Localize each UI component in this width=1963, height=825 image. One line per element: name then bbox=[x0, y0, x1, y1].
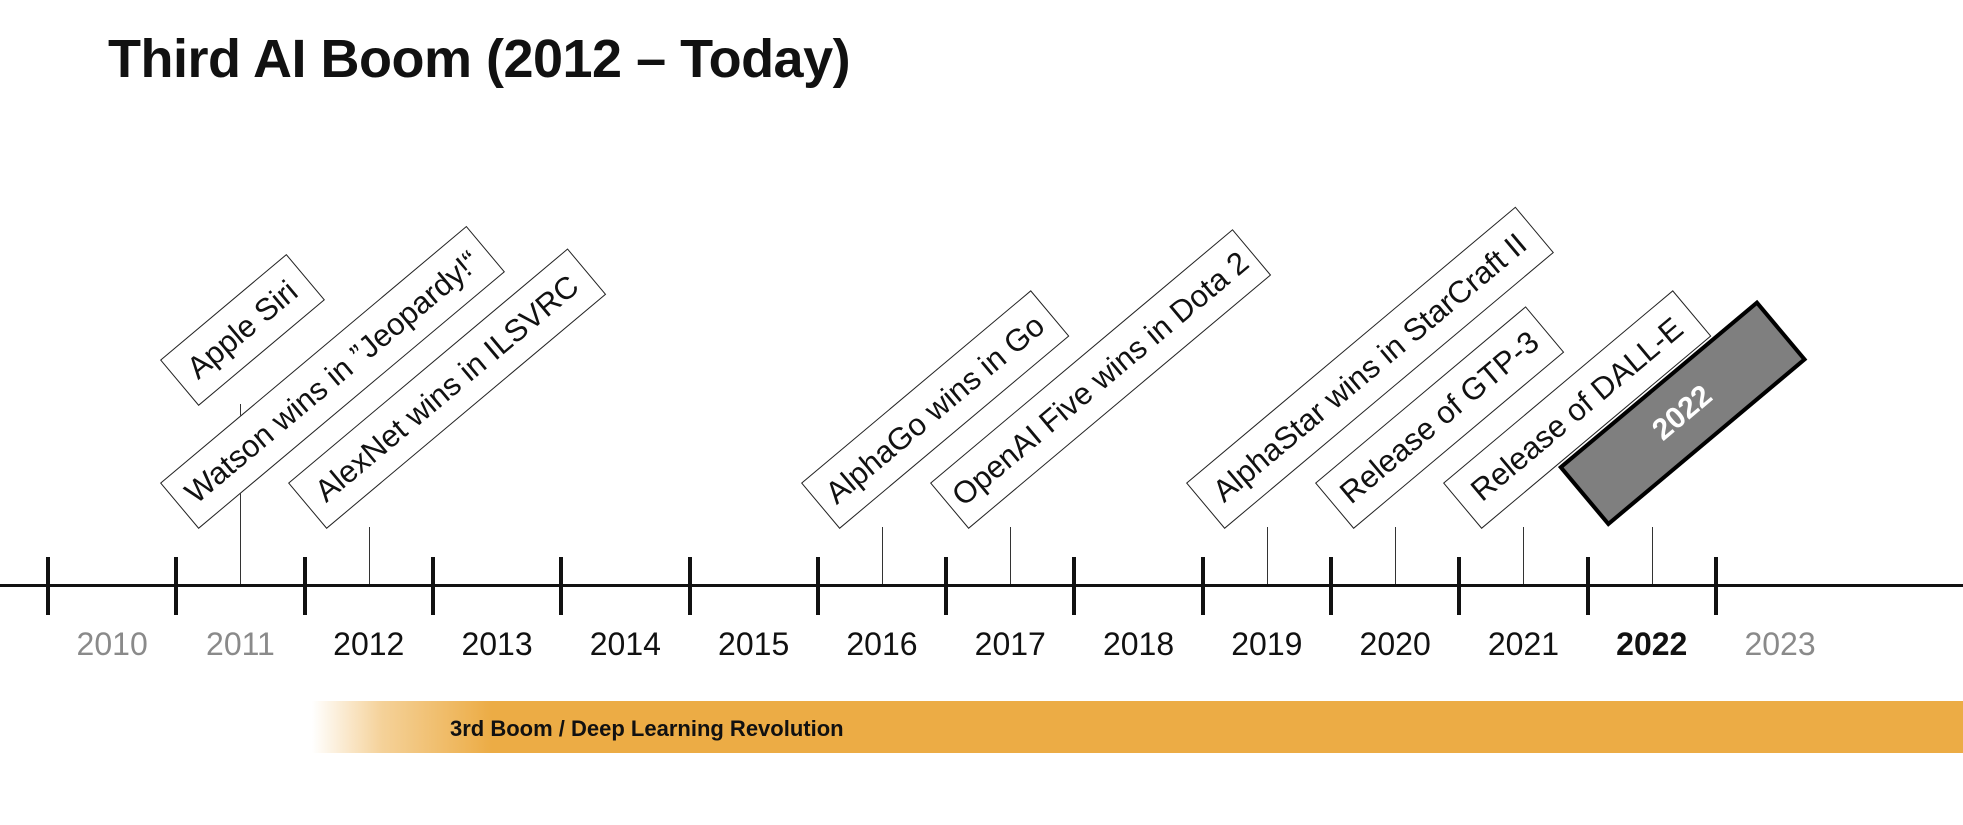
timeline-tick bbox=[46, 557, 50, 615]
timeline-tick bbox=[559, 557, 564, 615]
year-label-2022: 2022 bbox=[1616, 626, 1688, 662]
event-connector bbox=[881, 527, 883, 584]
timeline-tick bbox=[430, 557, 435, 615]
era-band-label: 3rd Boom / Deep Learning Revolution bbox=[450, 716, 844, 741]
timeline-tick bbox=[1713, 557, 1718, 615]
year-label-2014: 2014 bbox=[589, 626, 661, 662]
year-label-2010: 2010 bbox=[76, 626, 148, 662]
year-label-2018: 2018 bbox=[1102, 626, 1175, 662]
page-title: Third AI Boom (2012 – Today) bbox=[108, 29, 851, 89]
timeline-tick bbox=[1200, 557, 1205, 615]
timeline-tick bbox=[302, 557, 307, 615]
year-label-2012: 2012 bbox=[333, 626, 405, 662]
event-connector bbox=[368, 527, 370, 584]
timeline-tick bbox=[944, 557, 949, 615]
event-connector bbox=[240, 404, 242, 584]
year-label-2021: 2021 bbox=[1487, 626, 1560, 662]
event-connector bbox=[1395, 527, 1397, 584]
timeline-axis bbox=[0, 584, 1963, 587]
year-label-2019: 2019 bbox=[1231, 626, 1303, 662]
event-connector bbox=[1266, 527, 1268, 584]
era-band bbox=[312, 701, 1963, 753]
current-year-connector bbox=[1651, 527, 1653, 584]
year-label-2016: 2016 bbox=[846, 626, 918, 662]
year-label-2020: 2020 bbox=[1359, 626, 1431, 662]
timeline-tick bbox=[687, 557, 692, 615]
timeline-tick bbox=[1072, 557, 1077, 615]
year-label-2017: 2017 bbox=[974, 626, 1046, 662]
year-label-2015: 2015 bbox=[718, 626, 790, 662]
event-connector bbox=[240, 527, 242, 584]
timeline-tick bbox=[1329, 557, 1333, 615]
timeline-tick bbox=[1585, 557, 1590, 615]
event-connector bbox=[1010, 527, 1012, 584]
timeline-tick bbox=[174, 557, 179, 615]
timeline-tick bbox=[815, 557, 820, 615]
year-label-2013: 2013 bbox=[461, 626, 533, 662]
timeline-tick bbox=[1457, 557, 1462, 615]
year-label-2023: 2023 bbox=[1744, 626, 1816, 662]
year-label-2011: 2011 bbox=[206, 626, 275, 662]
event-connector bbox=[1523, 527, 1525, 584]
